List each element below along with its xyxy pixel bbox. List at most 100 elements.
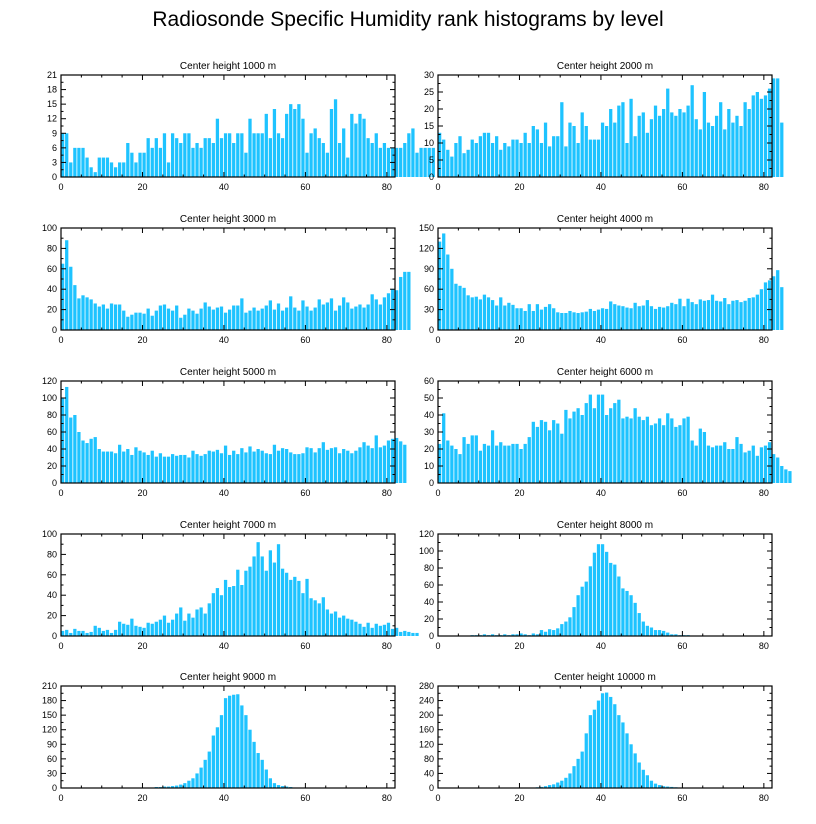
bar [321,442,325,483]
bar [588,566,592,636]
x-tick-label: 40 [219,182,229,192]
y-tick-label: 5 [429,155,434,165]
bar [572,766,576,788]
bar [195,773,199,788]
bar [276,544,281,636]
y-tick-label: 60 [47,754,57,764]
bar [662,307,666,330]
y-tick-label: 40 [47,284,57,294]
bar [588,715,592,788]
bar [65,386,69,483]
bar [621,418,625,483]
bar [175,785,179,788]
bar [780,287,784,330]
bar [507,302,511,330]
bar [657,630,662,636]
bar [325,302,330,330]
bar [682,112,686,177]
bar [244,715,248,788]
bar [301,453,305,483]
bar [85,297,89,330]
bar [122,451,126,483]
panel-9: Center height 9000 m 0 20 40 60 80 0 30 60 90 120 1… [42,672,396,803]
x-tick-label: 20 [514,335,524,345]
bar [735,300,739,330]
bar [166,456,171,483]
bar [252,451,256,483]
bar [395,627,399,636]
bar [207,603,211,636]
bar [596,700,601,788]
bar [637,416,641,483]
bar [543,122,548,177]
bar [600,693,605,788]
bar [470,139,474,177]
bar [162,615,167,636]
bar [325,449,330,483]
bar [592,552,597,636]
bar [747,298,751,330]
bar [438,443,442,483]
bar [109,632,114,636]
bar [657,306,662,330]
bar [378,447,382,483]
bar [232,450,236,483]
bar [162,304,167,330]
bar [195,313,199,330]
bar [215,588,220,636]
y-tick-label: 40 [47,590,57,600]
bar [670,112,674,177]
bar [556,782,560,788]
bar [366,304,370,330]
bar [297,454,301,483]
bar [702,432,707,483]
bar [223,579,228,636]
bar [637,762,641,788]
bar [605,415,609,483]
bar [329,298,334,330]
bar [763,445,768,483]
bar [719,301,723,330]
bar [767,280,772,330]
bar [366,445,370,483]
bar [411,128,415,177]
x-tick-label: 60 [677,335,687,345]
bar [503,143,507,177]
bar [772,78,776,177]
bar [682,306,686,330]
bar [419,147,423,177]
bar [564,313,568,330]
bar [301,118,305,177]
bar [170,786,175,788]
y-tick-label: 120 [419,243,434,253]
bar [374,623,378,636]
bar [706,445,711,483]
bar [670,302,674,330]
bar [576,758,580,788]
bar [215,727,220,788]
bar [568,418,572,483]
bar [374,435,378,483]
y-tick-label: 0 [429,478,434,488]
bar [674,426,678,483]
bar [93,303,97,330]
bar [625,590,629,636]
x-tick-label: 0 [58,182,63,192]
bar [93,625,97,636]
bar [101,630,105,636]
bar [126,143,130,177]
bar [150,623,154,636]
bar [240,298,244,330]
bar [179,317,183,330]
y-tick-label: 20 [47,305,57,315]
bar [354,450,358,483]
bar [543,421,548,483]
bar [138,626,142,636]
x-tick-label: 40 [219,793,229,803]
bar [714,115,719,177]
bar [187,457,191,483]
bar [645,416,649,483]
bar [535,304,540,330]
bar [407,271,411,330]
bar [629,595,633,636]
